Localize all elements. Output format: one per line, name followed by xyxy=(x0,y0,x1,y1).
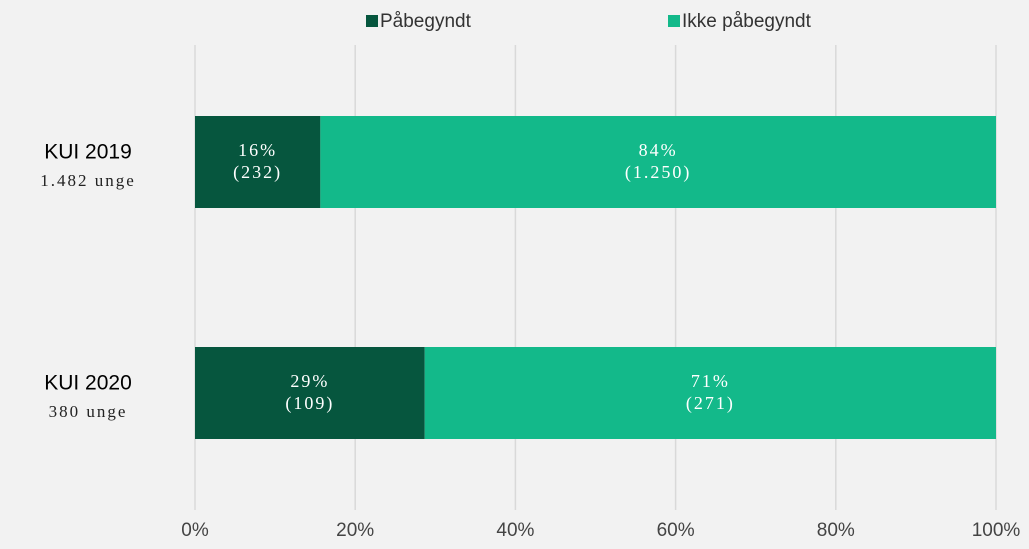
x-tick-label: 80% xyxy=(817,520,855,541)
count-label: (1.250) xyxy=(625,162,692,183)
x-tick-label: 60% xyxy=(657,520,695,541)
legend-label: Påbegyndt xyxy=(380,11,472,32)
x-tick-label: 20% xyxy=(336,520,374,541)
x-tick-label: 40% xyxy=(496,520,534,541)
value-label: 71% xyxy=(691,371,730,391)
bar-segment xyxy=(195,347,425,439)
legend-swatch xyxy=(366,15,378,27)
legend-swatch xyxy=(668,15,680,27)
value-label: 29% xyxy=(290,371,329,391)
bar-segment xyxy=(424,347,996,439)
x-tick-label: 100% xyxy=(972,520,1021,541)
x-tick-label: 0% xyxy=(181,520,209,541)
bar-segment xyxy=(195,116,321,208)
category-subtitle: 380 unge xyxy=(49,402,128,421)
value-label: 16% xyxy=(238,140,277,160)
category-subtitle: 1.482 unge xyxy=(40,171,136,190)
count-label: (109) xyxy=(285,393,334,414)
count-label: (271) xyxy=(686,393,735,414)
count-label: (232) xyxy=(233,162,282,183)
bar-segment xyxy=(320,116,996,208)
value-label: 84% xyxy=(639,140,678,160)
legend-label: Ikke påbegyndt xyxy=(682,11,812,32)
category-label: KUI 2019 xyxy=(44,141,132,164)
category-label: KUI 2020 xyxy=(44,372,132,395)
